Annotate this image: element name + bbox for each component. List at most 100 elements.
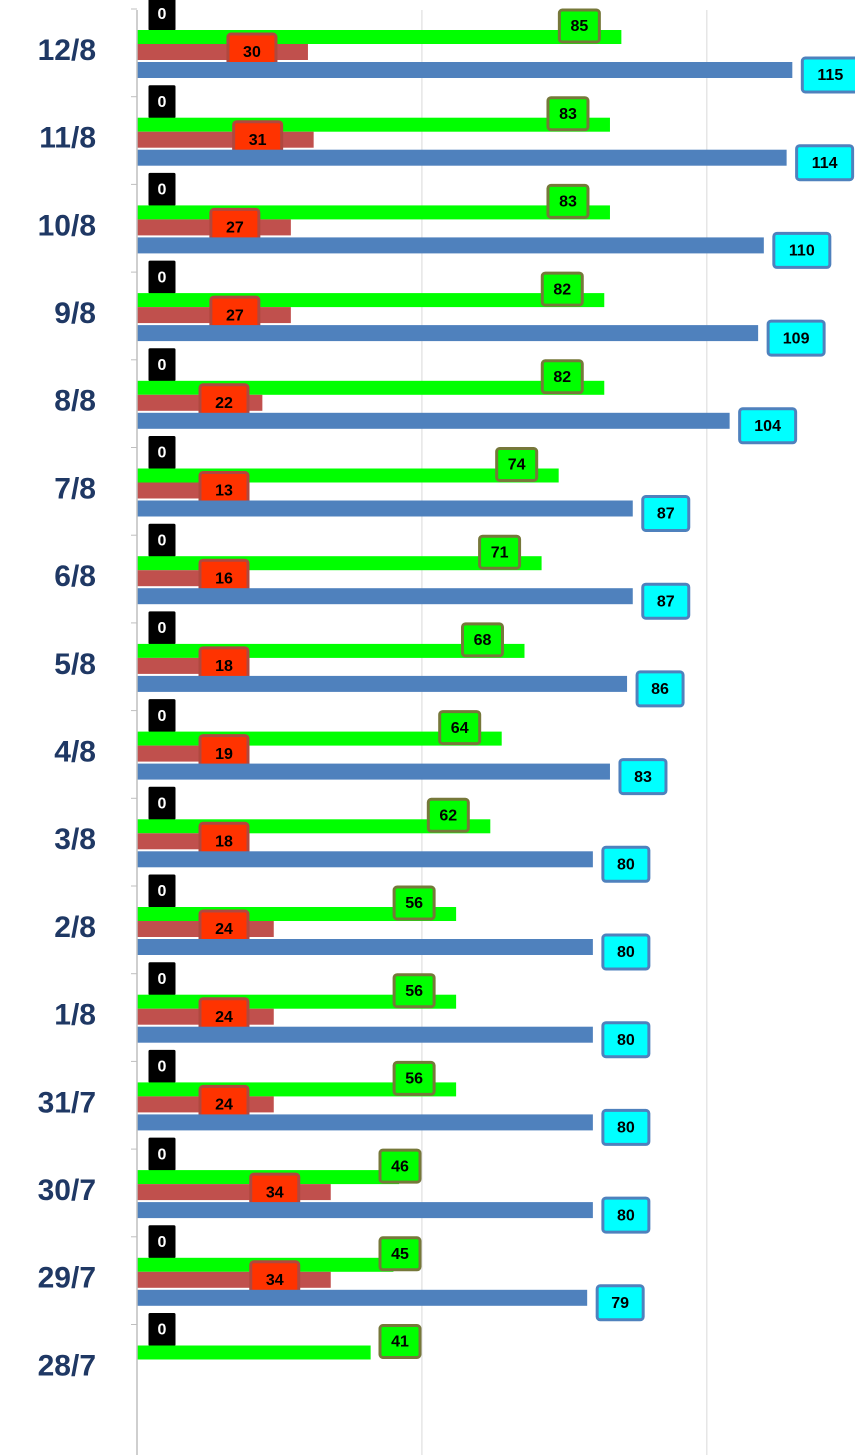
data-label-box [540, 359, 584, 395]
bar [137, 1289, 588, 1306]
data-label-box [795, 144, 855, 182]
data-label: 34 [266, 1184, 284, 1201]
data-label: 0 [158, 1322, 167, 1339]
data-label: 0 [158, 6, 167, 23]
data-label: 0 [158, 1146, 167, 1163]
category-label: 2/8 [54, 911, 96, 944]
category-label: 5/8 [54, 648, 96, 681]
category-label: 28/7 [38, 1349, 96, 1382]
data-label: 62 [439, 808, 457, 825]
data-label: 74 [508, 457, 526, 474]
category-label: 12/8 [38, 34, 96, 67]
data-label-box [378, 1236, 422, 1272]
data-label-box [392, 885, 436, 921]
bar [137, 325, 759, 342]
data-label-box [546, 183, 590, 219]
bar [137, 1202, 593, 1219]
data-label-box [426, 797, 470, 833]
bar [137, 588, 633, 605]
data-label: 0 [158, 182, 167, 199]
bar [137, 412, 730, 429]
bar [137, 131, 314, 148]
bar [137, 500, 633, 517]
data-label: 27 [226, 307, 244, 324]
bar [137, 851, 593, 868]
data-label: 27 [226, 220, 244, 237]
category-label: 29/7 [38, 1262, 96, 1295]
data-label: 0 [158, 1234, 167, 1251]
data-label: 0 [158, 357, 167, 374]
bar [137, 237, 764, 254]
data-label-box [478, 534, 522, 570]
data-label: 0 [158, 796, 167, 813]
data-label: 85 [570, 18, 588, 35]
data-label: 0 [158, 971, 167, 988]
data-label: 24 [215, 921, 233, 938]
data-label: 80 [617, 857, 635, 874]
bar [137, 482, 212, 499]
data-label: 56 [405, 983, 423, 1000]
category-label: 31/7 [38, 1086, 96, 1119]
bar [137, 293, 605, 308]
data-label: 31 [249, 132, 267, 149]
category-label: 11/8 [39, 122, 96, 155]
bar [137, 62, 793, 78]
data-label-box [772, 231, 832, 269]
data-label: 0 [158, 532, 167, 549]
data-label: 87 [657, 506, 675, 523]
data-label-box [438, 710, 482, 746]
data-label: 13 [215, 483, 233, 500]
data-label: 80 [617, 1032, 635, 1049]
bar [137, 1114, 593, 1131]
data-label: 24 [215, 1009, 233, 1026]
data-label-box [392, 973, 436, 1009]
data-label: 18 [215, 658, 233, 675]
bar [137, 380, 605, 395]
bar [137, 1184, 331, 1201]
data-label: 16 [215, 570, 233, 587]
data-label-box [601, 1196, 651, 1234]
category-label: 8/8 [54, 385, 96, 418]
bar [137, 763, 610, 780]
data-label-box [618, 758, 668, 796]
category-label: 7/8 [54, 472, 96, 505]
data-label: 0 [158, 445, 167, 462]
bar [137, 149, 787, 166]
data-label: 109 [783, 330, 810, 347]
bar [137, 30, 622, 44]
data-label: 24 [215, 1097, 233, 1114]
data-label: 82 [553, 369, 571, 386]
data-label: 104 [754, 418, 781, 435]
data-label-box [540, 271, 584, 307]
data-label-box [635, 670, 685, 708]
data-label: 115 [817, 67, 843, 84]
data-label-box [557, 8, 601, 44]
data-label: 80 [617, 1207, 635, 1224]
data-label-box [601, 933, 651, 971]
data-label-box [392, 1060, 436, 1096]
data-label-box [460, 622, 504, 658]
bar [137, 1026, 593, 1043]
data-label-box [495, 447, 539, 482]
data-label: 86 [651, 681, 669, 698]
category-label: 1/8 [54, 999, 96, 1032]
data-label: 0 [158, 708, 167, 725]
data-label-box [546, 96, 590, 132]
data-label-box [601, 1108, 651, 1146]
category-label: 10/8 [38, 209, 96, 242]
category-label: 6/8 [54, 560, 96, 593]
data-label: 87 [657, 593, 675, 610]
data-label: 30 [243, 44, 261, 61]
category-label: 4/8 [54, 736, 96, 769]
data-label: 68 [474, 632, 492, 649]
bar [137, 1345, 371, 1360]
data-label: 80 [617, 944, 635, 961]
category-label: 3/8 [54, 823, 96, 856]
data-label-box [738, 407, 798, 445]
data-label: 41 [391, 1334, 409, 1351]
data-label: 83 [634, 769, 652, 786]
bar [137, 675, 628, 692]
data-label-box [641, 582, 691, 620]
data-label: 0 [158, 1059, 167, 1076]
